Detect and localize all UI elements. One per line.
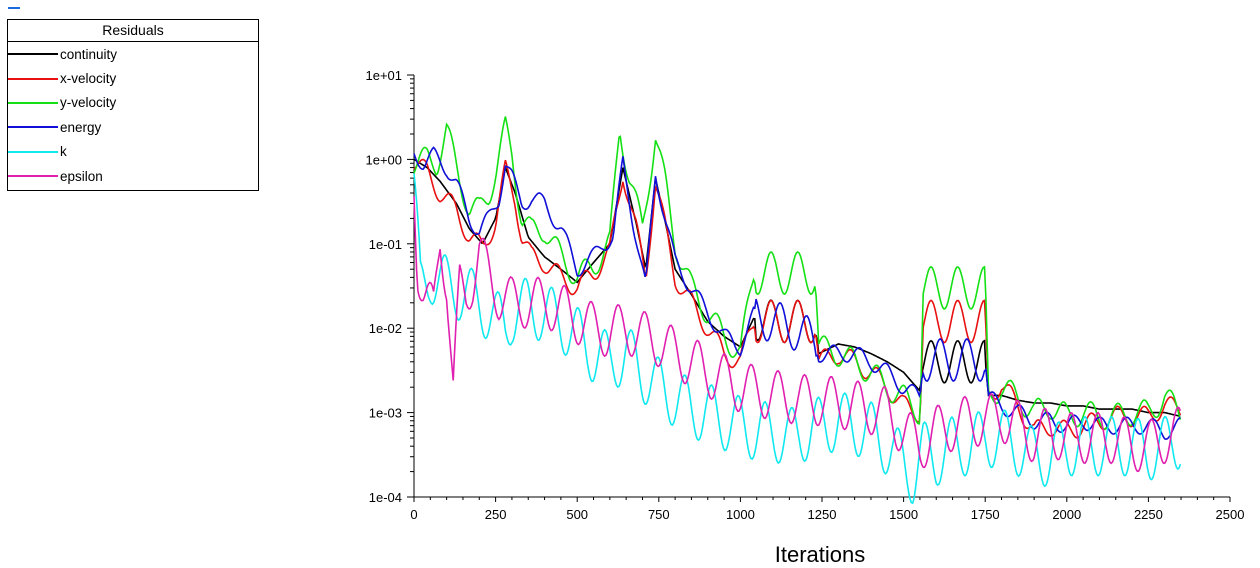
legend-label: epsilon [60,168,103,184]
x-tick-label: 2000 [1052,507,1081,522]
legend-item-energy: energy [8,115,258,139]
legend-item-continuity: continuity [8,42,258,66]
x-tick-label: 1750 [971,507,1000,522]
series-line-k [413,173,1182,505]
y-tick-label: 1e+01 [365,68,402,83]
legend-title: Residuals [8,20,258,42]
legend-label: k [60,144,67,160]
legend-swatch [8,77,58,80]
x-tick-label: 750 [648,507,670,522]
legend-label: energy [60,119,102,135]
legend-items: continuity x-velocity y-velocity energy k eps… [8,42,258,188]
x-tick-label: 250 [485,507,507,522]
x-tick-label: 1250 [808,507,837,522]
legend-swatch [8,175,58,178]
series-line-epsilon [413,196,1182,473]
legend-swatch [8,126,58,129]
legend-item-x-velocity: x-velocity [8,66,258,90]
legend-item-k: k [8,140,258,164]
legend-item-y-velocity: y-velocity [8,91,258,115]
y-tick-label: 1e-03 [369,406,402,421]
legend-swatch [8,150,58,153]
x-tick-label: 0 [410,507,417,522]
axes: 1e-04 1e-03 1e-02 1e-01 1e+00 1e+01 0 250 500 750… [365,68,1244,522]
legend-label: x-velocity [60,71,117,87]
window-control-marker [8,7,20,9]
legend-label: continuity [60,46,118,62]
y-tick-label: 1e-01 [369,237,402,252]
series-layer [413,116,1182,505]
legend: Residuals continuity x-velocity y-velocity… [7,19,259,191]
y-tick-label: 1e-04 [369,490,402,505]
y-tick-label: 1e+00 [365,152,402,167]
x-tick-label: 1000 [726,507,755,522]
x-tick-label: 2250 [1134,507,1163,522]
legend-swatch [8,53,58,56]
y-tick-label: 1e-02 [369,321,402,336]
x-axis-label: Iterations [775,542,866,567]
x-tick-label: 2500 [1216,507,1245,522]
legend-label: y-velocity [60,95,117,111]
series-line-x-velocity [413,158,1182,439]
x-tick-label: 500 [566,507,588,522]
legend-swatch [8,101,58,104]
x-tick-label: 1500 [889,507,918,522]
series-line-energy [413,146,1181,441]
legend-item-epsilon: epsilon [8,164,258,188]
series-line-y-velocity [413,116,1182,430]
